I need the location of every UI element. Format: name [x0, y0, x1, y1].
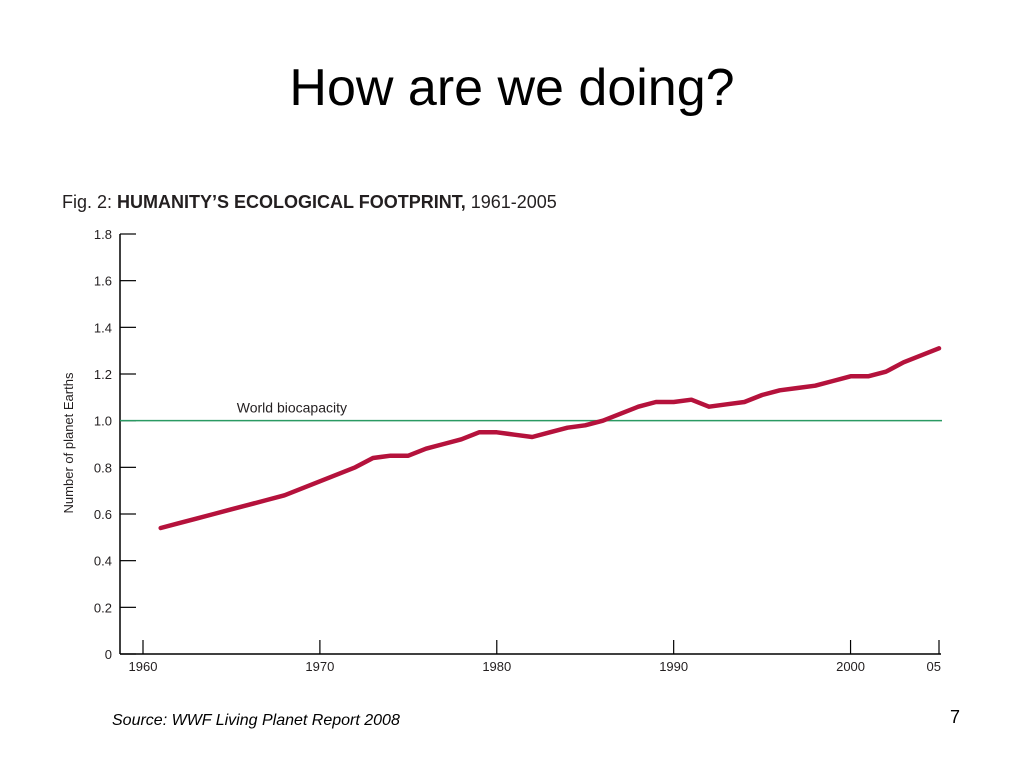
x-tick-label: 05 — [927, 659, 941, 674]
footprint-series-line — [158, 346, 942, 531]
x-tick-label: 2000 — [836, 659, 865, 674]
y-tick-label: 1.8 — [94, 227, 112, 242]
x-tick-label: 1960 — [129, 659, 158, 674]
y-tick-label: 1.2 — [94, 367, 112, 382]
y-tick-label: 0 — [105, 647, 112, 662]
y-tick-label: 1.0 — [94, 414, 112, 429]
y-tick-label: 1.4 — [94, 320, 112, 335]
y-axis-label: Number of planet Earths — [61, 372, 76, 513]
y-tick-label: 0.8 — [94, 460, 112, 475]
chart-title-range: 1961-2005 — [471, 192, 557, 212]
slide-number: 7 — [950, 707, 961, 727]
x-tick-label: 1990 — [659, 659, 688, 674]
source-note: Source: WWF Living Planet Report 2008 — [112, 712, 400, 729]
x-tick-label: 1970 — [305, 659, 334, 674]
y-tick-label: 0.2 — [94, 600, 112, 615]
chart-title-main: HUMANITY’S ECOLOGICAL FOOTPRINT, — [117, 192, 466, 212]
chart-title: Fig. 2: HUMANITY’S ECOLOGICAL FOOTPRINT,… — [62, 192, 557, 212]
y-tick-label: 1.6 — [94, 274, 112, 289]
x-axis-ticks: 1960 1970 1980 1990 2000 05 — [129, 640, 941, 674]
world-biocapacity-label: World biocapacity — [237, 400, 347, 416]
x-tick-label: 1980 — [482, 659, 511, 674]
slide-title: How are we doing? — [289, 59, 735, 117]
chart-title-prefix: Fig. 2: — [62, 192, 112, 212]
y-tick-label: 0.4 — [94, 554, 112, 569]
y-tick-label: 0.6 — [94, 507, 112, 522]
y-axis-ticks: 0 0.2 0.4 0.6 0.8 1.0 1.2 1.4 1.6 1.8 — [94, 227, 136, 662]
